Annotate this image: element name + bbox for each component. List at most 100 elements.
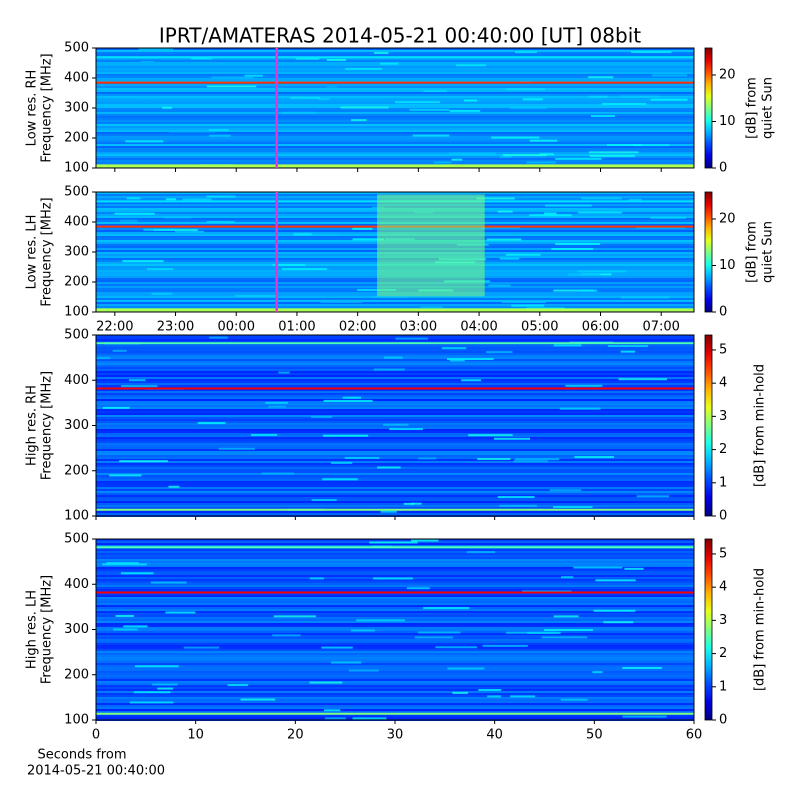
- spectrogram-speck: [128, 379, 146, 382]
- spectrogram-speck: [553, 289, 594, 292]
- spectrogram-row: [96, 643, 694, 645]
- spectrogram-row: [96, 52, 694, 54]
- spectrogram-row: [96, 403, 694, 405]
- spectrogram-speck: [206, 221, 235, 224]
- y-axis-label: Frequency [MHz]: [40, 575, 55, 684]
- x-tick-label: 06:00: [582, 320, 619, 335]
- spectrogram-speck: [273, 615, 317, 618]
- x-axis-label: 2014-05-21 00:40:00: [27, 764, 165, 779]
- spectrogram-speck: [506, 88, 546, 91]
- spectrogram-row: [96, 507, 694, 509]
- spectrogram-speck: [356, 619, 405, 622]
- spectrogram-row: [96, 647, 694, 649]
- spectrogram-row: [96, 665, 694, 667]
- spectrogram-speck: [574, 456, 615, 459]
- spectrogram-speck: [383, 356, 403, 359]
- spectrogram-speck: [650, 216, 687, 219]
- spectrogram-row: [96, 60, 694, 62]
- spectrogram-row: [96, 70, 694, 72]
- spectrogram-row: [96, 625, 694, 627]
- spectrogram-row: [96, 557, 694, 559]
- spectrogram-row: [96, 128, 694, 130]
- spectrogram-row: [96, 661, 694, 663]
- spectrogram-speck: [588, 151, 639, 154]
- spectrogram-speck: [342, 396, 362, 399]
- spectrogram-speck: [545, 204, 592, 207]
- spectrogram-row: [96, 471, 694, 473]
- colorbar-tick-label: 0: [719, 713, 727, 728]
- spectrogram-row: [96, 651, 694, 653]
- x-tick-label: 30: [387, 728, 404, 743]
- spectrogram-speck: [168, 130, 215, 133]
- spectrogram-row: [96, 48, 694, 50]
- spectrogram-row: [96, 483, 694, 485]
- spectrogram-speck: [482, 644, 528, 647]
- spectrogram-speck: [240, 698, 276, 701]
- spectrogram-row: [96, 104, 694, 106]
- spectrogram-speck: [497, 496, 535, 499]
- spectrogram-row: [96, 391, 694, 393]
- x-tick-label: 22:00: [96, 320, 133, 335]
- spectrogram-row: [96, 667, 694, 669]
- spectrogram-row: [96, 339, 694, 341]
- spectrogram-speck: [138, 48, 174, 51]
- spectrogram-row: [96, 118, 694, 120]
- spectrogram-speck: [165, 611, 196, 614]
- spectrogram-speck: [268, 405, 286, 408]
- spectrogram-row: [96, 477, 694, 479]
- spectrogram-row: [96, 503, 694, 505]
- spectrogram-speck: [227, 684, 249, 687]
- spectrogram-speck: [514, 458, 560, 461]
- spectrogram-row: [96, 555, 694, 557]
- y-tick-label: 100: [64, 305, 89, 320]
- spectrogram-row: [96, 359, 694, 361]
- colorbar-tick-label: 3: [719, 409, 727, 424]
- spectrogram-speck: [451, 158, 463, 161]
- spectrogram-row: [96, 150, 694, 152]
- spectrogram-speck: [278, 371, 290, 374]
- spectrogram-speck: [559, 407, 601, 410]
- spectrogram-band: [96, 164, 694, 168]
- spectrogram-speck: [461, 379, 481, 382]
- colorbar-tick-label: 0: [719, 161, 727, 176]
- spectrogram-row: [96, 491, 694, 493]
- spectrogram-speck: [555, 242, 600, 245]
- spectrogram-speck: [494, 437, 531, 440]
- spectrogram-speck: [549, 489, 582, 492]
- spectrogram-row: [96, 120, 694, 122]
- spectrogram-speck: [235, 294, 278, 297]
- spectrogram-speck: [133, 691, 171, 694]
- spectrogram-row: [96, 473, 694, 475]
- spectrogram-speck: [555, 157, 602, 160]
- y-tick-label: 400: [64, 215, 89, 230]
- spectrogram-row: [96, 641, 694, 643]
- spectrogram-speck: [265, 401, 288, 404]
- colorbar-label: [dB] from: [745, 77, 760, 139]
- spectrogram-row: [96, 435, 694, 437]
- spectrogram-speck: [383, 423, 409, 426]
- spectrogram-speck: [122, 260, 164, 263]
- y-axis-label: Frequency [MHz]: [40, 197, 55, 306]
- spectrogram-row: [96, 489, 694, 491]
- spectrogram-row: [96, 551, 694, 553]
- spectrogram-speck: [114, 212, 155, 215]
- spectrogram-speck: [514, 51, 537, 54]
- spectrogram-row: [96, 495, 694, 497]
- spectrogram-row: [96, 595, 694, 597]
- spectrogram-band: [96, 387, 694, 390]
- spectrogram-row: [96, 54, 694, 56]
- spectrogram-speck: [129, 701, 174, 704]
- spectrogram-speck: [414, 636, 453, 639]
- spectrogram-row: [96, 379, 694, 381]
- spectrogram-row: [96, 449, 694, 451]
- spectrogram-row: [96, 72, 694, 74]
- spectrogram-speck: [593, 609, 636, 612]
- spectrogram-row: [96, 475, 694, 477]
- colorbar-tick-label: 4: [719, 376, 727, 391]
- spectrogram-speck: [529, 214, 572, 217]
- spectrogram-speck: [423, 90, 447, 93]
- spectrogram-row: [96, 567, 694, 569]
- x-tick-label: 10: [187, 728, 204, 743]
- spectrogram-row: [96, 609, 694, 611]
- spectrogram-speck: [321, 646, 353, 649]
